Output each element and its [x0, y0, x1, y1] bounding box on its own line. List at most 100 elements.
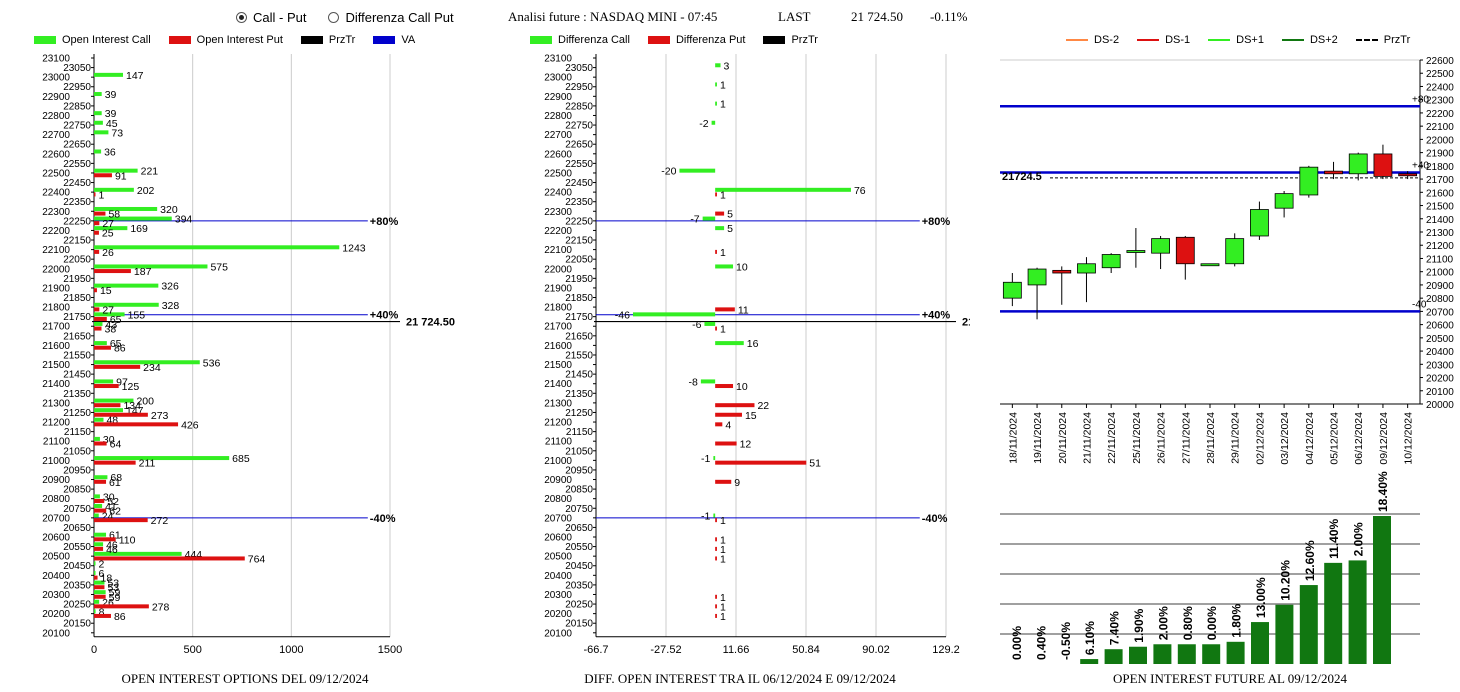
strike-label: 22300	[42, 207, 70, 218]
oi-bar-put	[94, 230, 99, 235]
y-tick-label: 20000	[1426, 400, 1454, 411]
radio-differenza[interactable]: Differenza Call Put	[328, 10, 454, 25]
diff-data-label: 10	[736, 381, 748, 393]
x-tick-label: 06/12/2024	[1353, 412, 1365, 465]
strike-label: 20600	[544, 533, 572, 544]
strike-label: 21350	[63, 389, 91, 400]
strike-label: 21550	[63, 350, 91, 361]
y-tick-label: 21100	[1426, 254, 1454, 265]
oi-data-label: 147	[126, 70, 144, 82]
legend-swatch	[168, 36, 191, 44]
strike-label: 21000	[42, 456, 70, 467]
oi-bar-put	[94, 546, 104, 551]
oi-bar-put	[94, 412, 148, 417]
future-oi-bar	[1080, 659, 1099, 664]
legend-item-va: VA	[373, 34, 415, 46]
oi-bar-call	[94, 398, 134, 403]
y-tick-label: 22600	[1426, 56, 1454, 67]
future-oi-label: 12.60%	[1303, 540, 1317, 581]
strike-label: 22100	[544, 245, 572, 256]
strike-label: 22750	[565, 121, 593, 132]
strike-label: 23000	[42, 73, 70, 84]
oi-options-chart: 0 500 1000 15002310023050230002295022900228…	[42, 54, 455, 656]
diff-bar-call	[713, 456, 716, 461]
last-label: LAST	[778, 9, 811, 24]
strike-label: 20750	[565, 504, 593, 515]
strike-label: 23050	[63, 63, 91, 74]
oi-bar-put	[94, 441, 107, 446]
oi-bar-call	[94, 561, 96, 566]
x-tick-label: 04/12/2024	[1304, 412, 1316, 465]
reference-label: +80%	[922, 216, 951, 228]
strike-label: 22350	[565, 197, 593, 208]
oi-data-label: 53	[107, 582, 119, 594]
x-tick-label: 28/11/2024	[1205, 412, 1217, 464]
future-oi-label: 18.40%	[1376, 471, 1390, 512]
oi-data-label: 41	[105, 501, 117, 513]
strike-label: 22450	[565, 178, 593, 189]
candle-body	[1324, 170, 1343, 175]
oi-data-label: 59	[109, 592, 121, 604]
oi-data-label: 59	[109, 587, 121, 599]
x-tick-label: 25/11/2024	[1131, 412, 1143, 464]
oi-data-label: 36	[104, 147, 116, 159]
oi-data-label: 764	[248, 553, 266, 565]
y-tick-label: 20500	[1426, 334, 1454, 345]
y-tick-label: 20600	[1426, 321, 1454, 332]
strike-label: 22750	[63, 121, 91, 132]
oi-data-label: 30	[103, 491, 115, 503]
legend-swatch	[647, 36, 670, 44]
diff-data-label: 1	[720, 189, 726, 201]
strike-label: 21850	[565, 293, 593, 304]
oi-data-label: 221	[141, 166, 159, 178]
oi-data-label: 328	[162, 300, 180, 312]
y-tick-label: 20700	[1426, 307, 1454, 318]
oi-data-label: 536	[203, 357, 221, 369]
future-oi-bar	[1202, 644, 1221, 664]
future-oi-label: 0.80%	[1181, 606, 1195, 640]
oi-bar-call	[94, 283, 159, 288]
radio-call-put[interactable]: Call - Put	[236, 10, 306, 25]
diff-data-label: 10	[736, 261, 748, 273]
strike-label: 20250	[63, 600, 91, 611]
oi-data-label: 27	[102, 218, 114, 230]
legend-item-ds+2: DS+2	[1281, 34, 1338, 46]
legend-right: DS-2 DS-1 DS+1 DS+2 PrzTr	[1066, 34, 1428, 46]
strike-label: 22850	[63, 101, 91, 112]
last-price-label: 21 724.50	[962, 317, 970, 329]
oi-bar-put	[94, 221, 100, 226]
diff-data-label: 1	[720, 544, 726, 556]
level-label: +80	[1412, 94, 1429, 105]
reference-label: +40%	[922, 310, 951, 322]
diff-bar-put	[715, 307, 735, 312]
diff-data-label: 12	[740, 439, 752, 451]
strike-label: 20150	[63, 619, 91, 630]
strike-label: 22950	[63, 82, 91, 93]
x-tick-label: 90.02	[862, 644, 890, 656]
oi-data-label: 155	[128, 309, 146, 321]
future-oi-label: 6.10%	[1083, 621, 1097, 655]
oi-bar-put	[94, 575, 98, 580]
strike-label: 20750	[63, 504, 91, 515]
strike-label: 20550	[565, 542, 593, 553]
future-candle-chart: 20000 20100 20200 20300 20400 20500 20600 20700…	[1000, 56, 1454, 465]
diff-bar-call	[704, 321, 716, 326]
diff-bar-put	[715, 249, 717, 254]
oi-data-label: 73	[111, 127, 123, 139]
oi-bar-put	[94, 192, 96, 197]
diff-bar-call	[715, 341, 744, 346]
strike-label: 20300	[42, 590, 70, 601]
oi-bar-call	[94, 130, 109, 135]
candle-body	[1052, 269, 1072, 274]
diff-bar-call	[702, 216, 716, 221]
strike-label: 20800	[544, 494, 572, 505]
oi-bar-put	[94, 326, 102, 331]
future-oi-label: 1.90%	[1132, 608, 1146, 642]
strike-label: 21050	[565, 446, 593, 457]
oi-bar-put	[94, 249, 100, 254]
diff-bar-call	[715, 187, 851, 192]
strike-label: 20400	[544, 571, 572, 582]
legend-label: Open Interest Call	[62, 34, 151, 46]
future-oi-bar	[1275, 604, 1294, 664]
oi-bar-put	[94, 345, 111, 350]
